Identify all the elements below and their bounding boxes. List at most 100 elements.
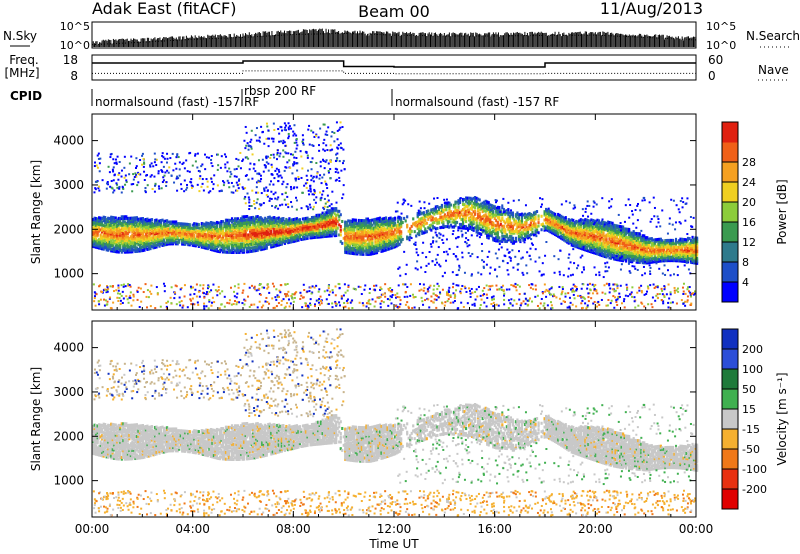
echo-pixel	[249, 239, 252, 243]
echo-pixel	[323, 226, 326, 230]
echo-pixel	[188, 231, 191, 235]
echo-pixel	[173, 235, 176, 239]
echo-pixel	[173, 240, 176, 244]
echo-pixel	[298, 219, 302, 223]
echo-pixel	[291, 230, 294, 234]
echo-pixel	[297, 231, 300, 235]
echo-pixel	[161, 243, 164, 247]
echo-pixel	[243, 232, 246, 236]
echo-pixel	[333, 218, 336, 222]
echo-pixel	[116, 243, 119, 247]
echo-pixel	[217, 236, 220, 240]
echo-pixel	[238, 230, 241, 234]
echo-pixel	[144, 224, 148, 228]
echo-pixel	[312, 224, 315, 228]
echo-pixel	[119, 230, 122, 234]
echo-pixel	[93, 238, 96, 242]
echo-pixel	[110, 244, 113, 248]
echo-pixel	[235, 239, 238, 243]
echo-pixel	[116, 218, 119, 222]
echo-pixel	[131, 230, 134, 234]
echo-pixel	[215, 247, 219, 251]
echo-pixel	[253, 249, 256, 253]
echo-pixel	[321, 220, 324, 224]
echo-pixel	[95, 220, 98, 224]
echo-pixel	[92, 243, 95, 247]
echo-pixel	[196, 232, 199, 236]
echo-pixel	[128, 218, 131, 222]
echo-pixel	[114, 250, 117, 254]
echo-pixel	[126, 248, 129, 252]
echo-pixel	[227, 250, 231, 254]
echo-pixel	[167, 239, 170, 243]
echo-pixel	[264, 221, 267, 225]
echo-pixel	[339, 225, 342, 229]
echo-pixel	[236, 237, 240, 241]
echo-pixel	[345, 222, 348, 226]
echo-pixel	[179, 234, 182, 238]
echo-pixel	[304, 227, 308, 231]
echo-pixel	[312, 236, 315, 240]
echo-pixel	[165, 227, 169, 231]
echo-pixel	[206, 226, 209, 230]
echo-pixel	[262, 244, 265, 248]
echo-pixel	[270, 237, 273, 241]
echo-pixel	[140, 232, 143, 236]
echo-pixel	[96, 246, 99, 250]
echo-pixel	[350, 224, 353, 228]
echo-pixel	[265, 234, 268, 238]
echo-pixel	[285, 226, 288, 230]
echo-pixel	[164, 236, 167, 240]
echo-pixel	[345, 234, 348, 238]
echo-pixel	[122, 220, 125, 224]
echo-pixel	[274, 220, 277, 224]
echo-pixel	[212, 248, 215, 252]
echo-pixel	[122, 232, 125, 236]
echo-pixel	[161, 240, 164, 244]
echo-pixel	[96, 230, 99, 234]
echo-pixel	[188, 229, 191, 233]
echo-pixel	[158, 221, 161, 225]
echo-pixel	[297, 230, 300, 234]
echo-pixel	[277, 223, 280, 227]
echo-pixel	[289, 233, 293, 237]
echo-pixel	[135, 241, 138, 245]
echo-pixel	[239, 222, 243, 226]
echo-pixel	[286, 222, 289, 226]
echo-pixel	[247, 245, 250, 249]
echo-pixel	[99, 235, 102, 239]
echo-pixel	[457, 205, 460, 209]
echo-pixel	[132, 235, 135, 239]
echo-pixel	[119, 243, 122, 247]
echo-pixel	[214, 237, 217, 241]
echo-pixel	[96, 241, 99, 245]
echo-pixel	[332, 219, 335, 223]
echo-pixel	[235, 237, 238, 241]
echo-pixel	[350, 248, 353, 252]
echo-pixel	[123, 245, 126, 249]
echo-pixel	[304, 232, 308, 236]
echo-pixel	[249, 219, 252, 223]
echo-pixel	[119, 233, 122, 237]
echo-pixel	[120, 240, 123, 244]
echo-pixel	[282, 225, 285, 229]
echo-pixel	[250, 243, 253, 247]
echo-pixel	[122, 247, 125, 251]
echo-pixel	[330, 225, 333, 229]
echo-pixel	[300, 232, 303, 236]
echo-pixel	[161, 235, 164, 239]
echo-pixel	[153, 237, 157, 241]
echo-pixel	[93, 236, 96, 240]
echo-pixel	[199, 241, 202, 245]
echo-pixel	[270, 218, 273, 222]
echo-pixel	[132, 228, 135, 232]
echo-pixel	[400, 230, 403, 234]
echo-pixel	[98, 228, 101, 232]
echo-pixel	[182, 239, 185, 243]
echo-pixel	[141, 227, 145, 231]
echo-pixel	[247, 224, 250, 228]
echo-pixel	[345, 225, 348, 229]
echo-pixel	[223, 242, 226, 246]
echo-pixel	[132, 231, 135, 235]
echo-pixel	[253, 242, 256, 246]
